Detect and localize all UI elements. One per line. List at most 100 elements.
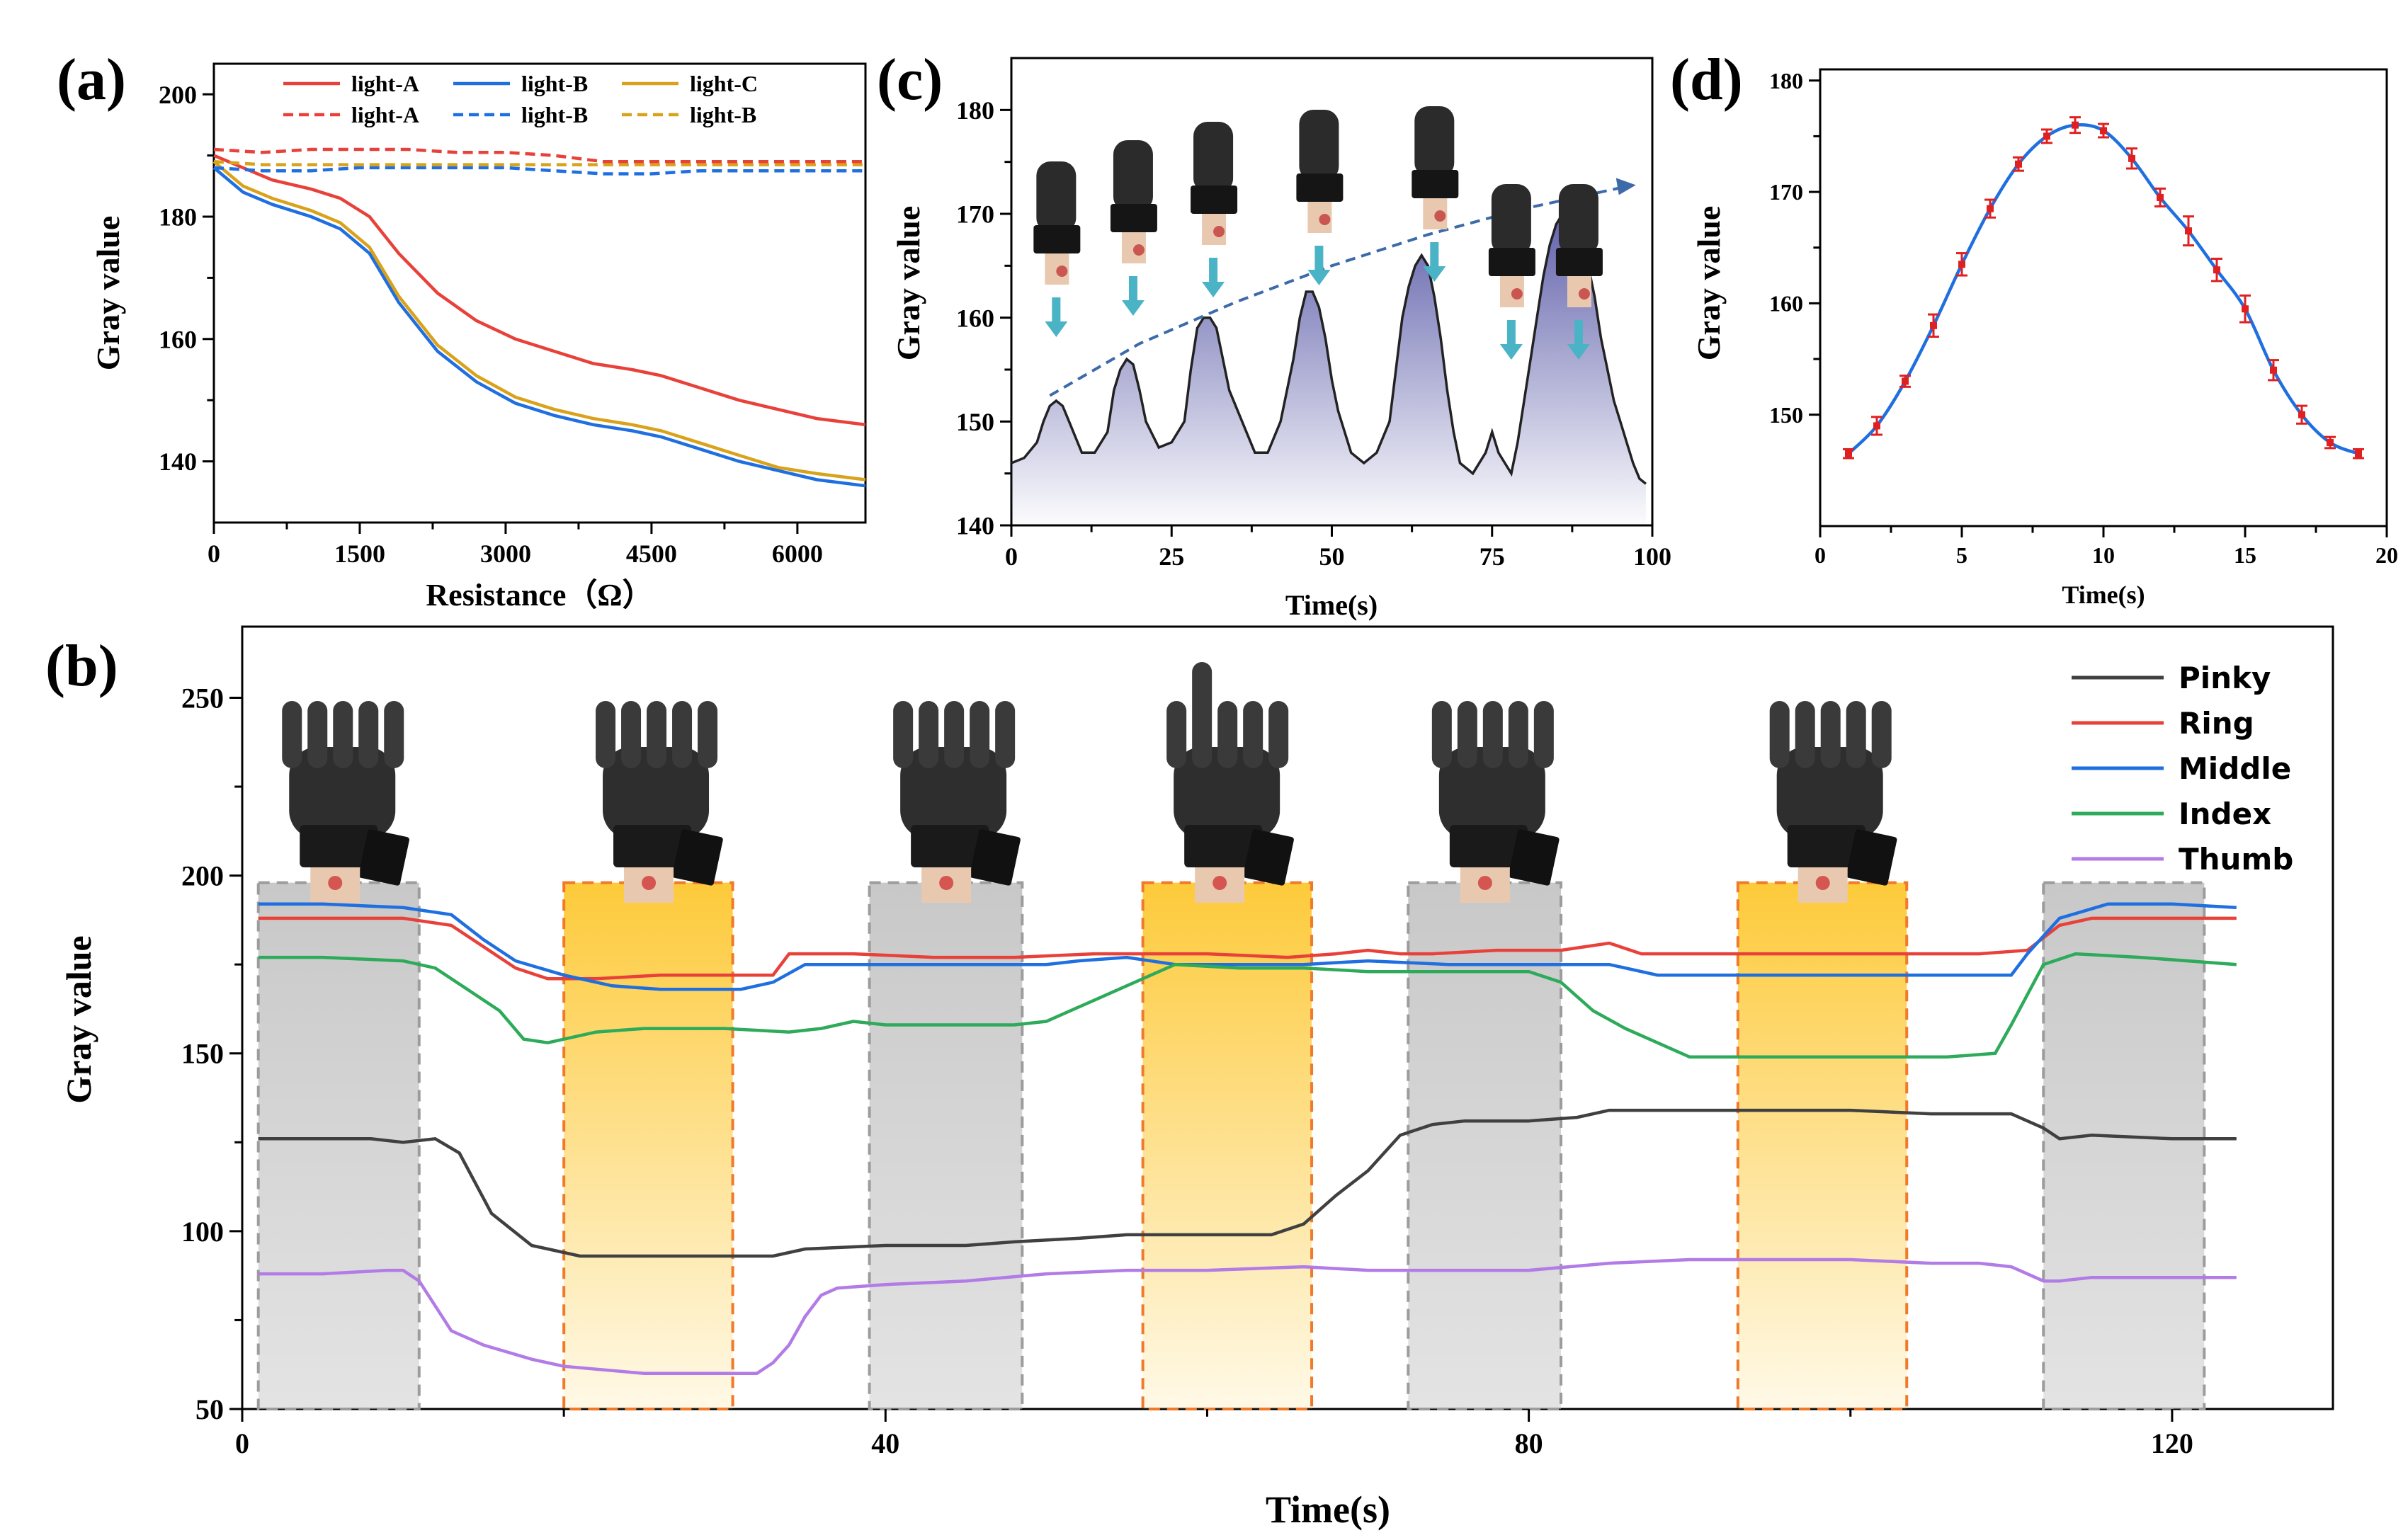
y-tick-label: 180 <box>159 203 197 232</box>
x-tick-label: 10 <box>2092 542 2115 568</box>
x-axis-title-d: Time(s) <box>2062 581 2145 609</box>
data-point-d <box>2013 156 2024 172</box>
legend-b: Pinky Ring Middle Index Thumb <box>2072 661 2293 877</box>
panel-label-a: (a) <box>57 47 126 113</box>
glove-thumbnail-c <box>1412 106 1459 229</box>
legend-a: light-A light-B light-C light-A light-B light… <box>283 71 758 127</box>
glove-thumbnail-c <box>1033 161 1081 285</box>
legend-b-label: Index <box>2179 797 2271 831</box>
x-tick-label: 5 <box>1956 542 1967 568</box>
highlight-band-gray <box>868 881 1024 1410</box>
series-a-light-b-solid <box>212 166 866 488</box>
series-a-light-b-dashed <box>213 159 865 166</box>
x-axis-title-b: Time(s) <box>1266 1488 1390 1531</box>
series-b-pinky <box>258 1108 2237 1258</box>
data-point-d <box>2239 294 2251 324</box>
data-point-d <box>1928 313 1939 338</box>
down-arrow-head-icon <box>1121 300 1145 316</box>
y-tick-label: 160 <box>159 325 197 353</box>
y-tick-label: 150 <box>956 408 994 436</box>
down-arrow-head-icon <box>1202 282 1225 297</box>
x-axis-title-c: Time(s) <box>1285 589 1378 621</box>
glove-photo-b <box>1166 662 1294 903</box>
x-tick-label: 1500 <box>334 540 385 568</box>
data-point-d <box>2154 187 2166 207</box>
legend-a-label: light-C <box>690 71 758 96</box>
y-axis-title-b: Gray value <box>59 935 98 1103</box>
down-arrow-head-icon <box>1567 344 1590 360</box>
down-arrow-head-icon <box>1307 270 1331 285</box>
y-tick-label: 200 <box>181 860 224 892</box>
data-point-d <box>2324 435 2336 450</box>
data-point-d <box>1899 375 1911 388</box>
x-tick-label: 40 <box>871 1427 899 1459</box>
legend-a-label: light-B <box>521 71 588 96</box>
data-point-d <box>1956 252 1967 277</box>
legend-a-label: light-A <box>351 71 419 96</box>
y-tick-label: 180 <box>956 96 994 125</box>
y-tick-label: 180 <box>1769 68 1803 93</box>
glove-thumbnail-c <box>1488 184 1535 307</box>
y-tick-label: 160 <box>956 304 994 332</box>
series-a-light-b-dashed <box>213 166 865 176</box>
data-point-d <box>2211 257 2222 283</box>
legend-b-label: Ring <box>2179 706 2254 741</box>
y-axis-title-d: Gray value <box>1691 206 1727 360</box>
highlight-band-gray <box>256 881 421 1410</box>
data-point-d <box>1984 198 1996 219</box>
y-tick-label: 50 <box>195 1393 224 1425</box>
y-tick-label: 170 <box>956 200 994 229</box>
glove-photo-b <box>1769 701 1897 903</box>
panel-c: 0 25 50 75 100 140 150 160 170 180 Time(s) Gray v… <box>890 57 1671 621</box>
glove-thumbnail-c <box>1110 140 1157 263</box>
x-tick-label: 0 <box>1814 542 1826 568</box>
x-tick-label: 4500 <box>626 540 677 568</box>
panel-label-c: (c) <box>877 47 943 113</box>
down-arrow-head-icon <box>1045 321 1068 337</box>
highlight-band-gray <box>2042 881 2206 1410</box>
x-tick-label: 75 <box>1480 542 1505 571</box>
x-tick-label: 20 <box>2375 542 2398 568</box>
panel-b: 0 40 80 120 50 100 150 200 250 Pinky Ring Middle In… <box>59 625 2334 1531</box>
series-b-middle <box>258 902 2237 991</box>
y-tick-label: 150 <box>181 1038 224 1070</box>
x-tick-label: 15 <box>2234 542 2256 568</box>
y-tick-label: 160 <box>1769 291 1803 316</box>
data-point-d <box>2069 116 2081 135</box>
data-point-d <box>2098 122 2109 139</box>
x-tick-label: 3000 <box>480 540 531 568</box>
glove-thumbnail-c <box>1296 110 1344 233</box>
data-point-d <box>2126 147 2137 170</box>
y-axis-title-a: Gray value <box>90 216 126 370</box>
legend-b-label: Pinky <box>2179 661 2271 695</box>
data-point-d <box>2041 128 2052 144</box>
y-tick-label: 150 <box>1769 402 1803 428</box>
x-tick-label: 0 <box>1005 542 1018 571</box>
data-point-d <box>2268 359 2279 382</box>
glove-photo-b <box>1431 701 1560 903</box>
down-arrow-head-icon <box>1499 344 1523 360</box>
x-tick-label: 25 <box>1159 542 1184 571</box>
x-axis-title-a: Resistance（Ω） <box>426 578 653 612</box>
y-tick-label: 140 <box>159 447 197 476</box>
highlight-band-gold <box>1736 881 1909 1410</box>
panel-label-b: (b) <box>45 633 118 699</box>
data-point-d <box>1843 447 1854 460</box>
y-tick-label: 250 <box>181 682 224 714</box>
x-tick-label: 120 <box>2151 1427 2193 1459</box>
series-a-light-a-solid <box>213 154 866 427</box>
glove-thumbnail-c <box>1191 122 1238 245</box>
glove-photo-b <box>282 701 409 903</box>
y-tick-label: 200 <box>159 81 197 109</box>
highlight-band-gray <box>1407 881 1563 1410</box>
trend-arrow-head <box>1615 178 1636 195</box>
highlight-band-gold <box>1141 881 1314 1410</box>
data-point-d <box>1871 416 1882 436</box>
x-tick-label: 6000 <box>772 540 823 568</box>
panel-d: 0 5 10 15 20 150 160 170 180 Time(s) Gray value <box>1691 68 2398 609</box>
series-b-thumb <box>258 1257 2237 1376</box>
y-tick-label: 140 <box>956 512 994 540</box>
highlight-band-gold <box>562 881 734 1410</box>
